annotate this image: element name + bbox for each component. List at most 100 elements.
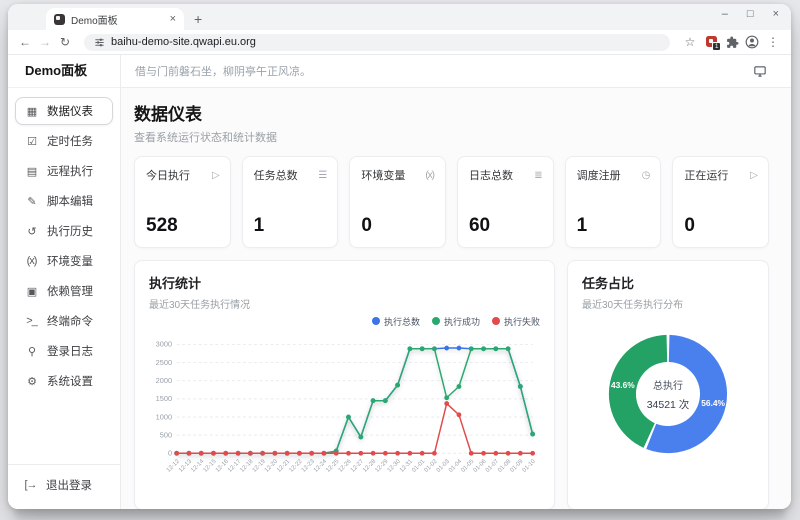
svg-text:0: 0 xyxy=(168,449,172,458)
pie-card-title: 任务占比 xyxy=(582,276,635,291)
exec-legend: 执行总数 执行成功 执行失败 xyxy=(149,315,540,327)
adblock-extension-icon[interactable]: 1 xyxy=(704,35,721,51)
site-favicon-icon xyxy=(54,13,65,25)
variable-icon: (x) xyxy=(26,255,38,267)
edit-script-icon: ✎ xyxy=(27,195,36,208)
legend-label: 执行失败 xyxy=(503,316,540,327)
sidebar: Demo面板 ▦ 数据仪表 ☑ 定时任务 ▤ 远程执行 ✎ 脚本编辑 ↺ 执行历… xyxy=(8,55,121,509)
main-area: 借与门前磐石坐，柳阴亭午正风凉。 数据仪表 查看系统运行状态和统计数据 今日执行… xyxy=(121,55,791,509)
sidebar-item-label: 环境变量 xyxy=(47,256,93,268)
reload-icon[interactable]: ↻ xyxy=(59,35,71,49)
stat-value: 528 xyxy=(146,215,178,236)
grid-icon: ▦ xyxy=(26,105,37,118)
stat-card-env-vars: 环境变量 (x) 0 xyxy=(349,156,446,248)
logout-label: 退出登录 xyxy=(46,480,92,492)
checklist-icon: ☑ xyxy=(27,135,37,148)
exec-card-title: 执行统计 xyxy=(149,276,202,291)
task-ratio-card: 任务占比 最近30天任务执行分布 56.4% 43.6% 总执行 34521 次 xyxy=(567,260,769,509)
logout-icon: [→ xyxy=(24,479,37,491)
sidebar-item-label: 系统设置 xyxy=(47,376,93,388)
browser-tab[interactable]: Demo面板 × xyxy=(46,8,184,30)
legend-dot-icon xyxy=(371,317,380,325)
sidebar-item-label: 数据仪表 xyxy=(47,106,93,118)
exec-line-chart: 05001000150020002500300012-1212-1312-141… xyxy=(156,340,538,474)
browser-toolbar: ← → ↻ baihu-demo-site.qwapi.eu.org ☆ 1 xyxy=(8,30,791,55)
forward-icon[interactable]: → xyxy=(39,35,51,49)
sidebar-item-label: 脚本编辑 xyxy=(47,196,93,208)
svg-text:1500: 1500 xyxy=(156,394,172,403)
tab-close-icon[interactable]: × xyxy=(169,12,176,25)
window-close-button[interactable]: × xyxy=(772,8,779,20)
sidebar-item-script-edit[interactable]: ✎ 脚本编辑 xyxy=(15,187,113,215)
new-tab-button[interactable]: + xyxy=(194,11,203,27)
svg-text:01-10: 01-10 xyxy=(522,458,538,474)
legend-item[interactable]: 执行失败 xyxy=(491,315,540,328)
task-donut-chart: 56.4% 43.6% xyxy=(608,334,728,454)
tab-strip: Demo面板 × + – □ × xyxy=(8,4,791,30)
stat-label: 调度注册 xyxy=(576,170,621,182)
sidebar-item-label: 登录日志 xyxy=(47,346,93,358)
daily-quote: 借与门前磐石坐，柳阴亭午正风凉。 xyxy=(135,66,311,78)
url-bar[interactable]: baihu-demo-site.qwapi.eu.org xyxy=(84,33,670,51)
svg-text:3000: 3000 xyxy=(156,340,172,349)
terminal-icon: >_ xyxy=(26,315,38,327)
legend-item[interactable]: 执行总数 xyxy=(371,315,420,328)
sidebar-item-dashboard[interactable]: ▦ 数据仪表 xyxy=(15,97,113,125)
stat-label: 正在运行 xyxy=(684,170,729,182)
sidebar-item-settings[interactable]: ⚙ 系统设置 xyxy=(15,367,113,395)
sidebar-item-label: 远程执行 xyxy=(47,166,93,178)
play-icon: ▷ xyxy=(750,169,758,181)
gear-icon: ⚙ xyxy=(27,375,37,388)
stat-card-today-exec: 今日执行 ▷ 528 xyxy=(134,156,231,248)
stat-label: 任务总数 xyxy=(253,170,298,182)
sidebar-item-dependencies[interactable]: ▣ 依赖管理 xyxy=(15,277,113,305)
svg-text:2500: 2500 xyxy=(156,358,172,367)
stat-card-schedule-reg: 调度注册 ◷ 1 xyxy=(564,156,662,248)
bookmark-star-icon[interactable]: ☆ xyxy=(684,35,696,49)
top-header-bar: 借与门前磐石坐，柳阴亭午正风凉。 xyxy=(121,55,791,88)
sidebar-item-terminal[interactable]: >_ 终端命令 xyxy=(15,307,113,335)
history-icon: ↺ xyxy=(27,225,36,238)
play-icon: ▷ xyxy=(211,169,220,181)
stat-card-log-total: 日志总数 ≣ 60 xyxy=(456,156,554,248)
extensions-puzzle-icon[interactable] xyxy=(726,36,739,49)
sidebar-item-login-logs[interactable]: ⚲ 登录日志 xyxy=(15,337,113,365)
window-minimize-button[interactable]: – xyxy=(721,8,728,20)
server-icon: ▤ xyxy=(26,165,37,178)
sidebar-item-cron-tasks[interactable]: ☑ 定时任务 xyxy=(15,127,113,155)
stat-value: 0 xyxy=(684,215,695,236)
key-icon: ⚲ xyxy=(27,345,36,358)
sidebar-item-label: 终端命令 xyxy=(47,316,93,328)
stat-card-running: 正在运行 ▷ 0 xyxy=(672,156,769,248)
page-subtitle: 查看系统运行状态和统计数据 xyxy=(134,132,277,144)
logout-button[interactable]: [→ 退出登录 xyxy=(23,477,105,493)
stat-cards: 今日执行 ▷ 528 任务总数 ☰ 1 环境变量 (x) 0 日志总数 ≣ 60… xyxy=(134,156,769,248)
sidebar-item-exec-history[interactable]: ↺ 执行历史 xyxy=(15,217,113,245)
exec-card-subtitle: 最近30天任务执行情况 xyxy=(149,300,251,311)
site-info-icon[interactable] xyxy=(94,37,105,48)
checklist-icon: ☰ xyxy=(318,169,327,181)
brand-logo: Demo面板 xyxy=(8,55,120,88)
svg-text:500: 500 xyxy=(160,430,172,439)
stat-value: 60 xyxy=(468,215,491,236)
sidebar-item-remote-exec[interactable]: ▤ 远程执行 xyxy=(15,157,113,185)
stat-value: 0 xyxy=(361,215,372,236)
stat-label: 今日执行 xyxy=(146,170,190,182)
profile-avatar-icon[interactable] xyxy=(745,35,759,49)
pie-card-subtitle: 最近30天任务执行分布 xyxy=(582,300,684,311)
back-icon[interactable]: ← xyxy=(19,35,31,49)
page-title: 数据仪表 xyxy=(134,105,202,124)
sidebar-item-label: 执行历史 xyxy=(47,226,93,238)
legend-label: 执行总数 xyxy=(383,316,420,327)
legend-item[interactable]: 执行成功 xyxy=(431,315,480,328)
browser-menu-icon[interactable]: ⋮ xyxy=(767,35,779,49)
stat-label: 环境变量 xyxy=(361,170,406,182)
monitor-icon[interactable] xyxy=(753,65,767,78)
browser-window: Demo面板 × + – □ × ← → ↻ baihu-demo-site.q… xyxy=(8,4,791,509)
window-maximize-button[interactable]: □ xyxy=(746,8,754,20)
sidebar-item-label: 依赖管理 xyxy=(47,286,93,298)
svg-text:2000: 2000 xyxy=(156,376,172,385)
sidebar-item-env-vars[interactable]: (x) 环境变量 xyxy=(15,247,113,275)
clock-icon: ◷ xyxy=(641,169,651,181)
